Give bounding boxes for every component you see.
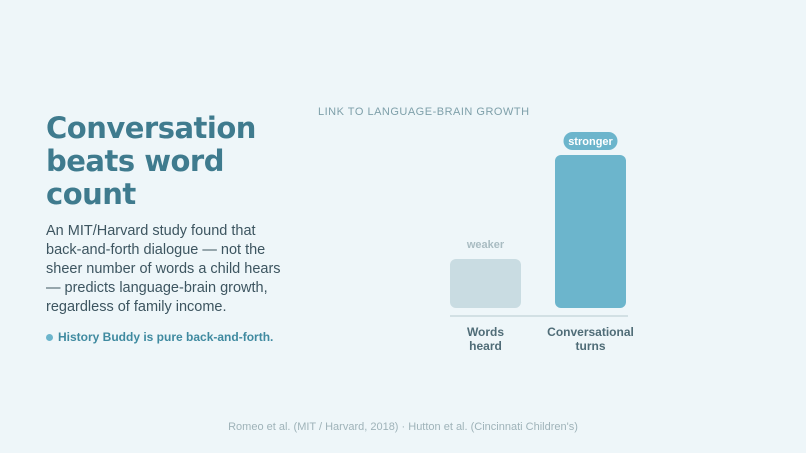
citation: Romeo et al. (MIT / Harvard, 2018) · Hut… [228, 421, 578, 433]
chart-title: LINK TO LANGUAGE-BRAIN GROWTH [318, 106, 530, 118]
annotation-pill [563, 132, 618, 150]
x-tick-label: Words heard [466, 325, 505, 353]
body-text: An MIT/Harvard study found that back-and… [46, 223, 281, 315]
annotation: stronger [568, 136, 613, 148]
slide-title: Conversation beats word count [46, 111, 256, 211]
bar [450, 259, 521, 308]
annotation: weaker [466, 239, 505, 251]
bullet-text: History Buddy is pure back-and-forth. [58, 330, 274, 344]
bar [555, 155, 626, 308]
bullet-dot [46, 334, 53, 341]
x-tick-label: Conversational turns [547, 325, 634, 353]
